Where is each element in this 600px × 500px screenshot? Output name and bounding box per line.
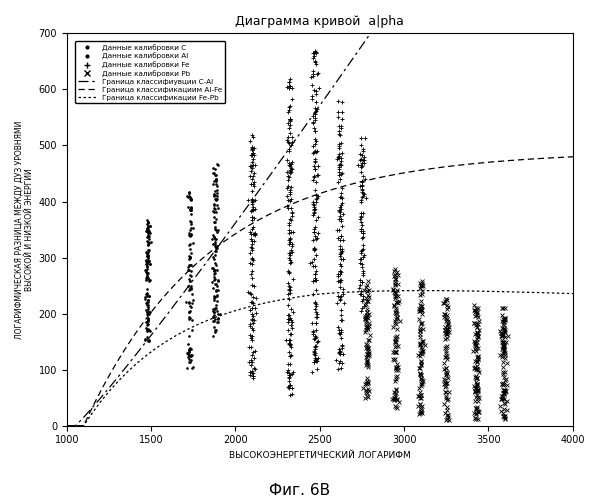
Legend: Данные калибровки C, Данные калибровки Al, Данные калибровки Fe, Данные калибров: Данные калибровки C, Данные калибровки A… <box>76 41 226 104</box>
Text: Фиг. 6В: Фиг. 6В <box>269 483 331 498</box>
X-axis label: ВЫСОКОЭНЕРГЕТИЧЕСКИЙ ЛОГАРИФМ: ВЫСОКОЭНЕРГЕТИЧЕСКИЙ ЛОГАРИФМ <box>229 451 410 460</box>
Title: Диаграмма кривой  a|pha: Диаграмма кривой a|pha <box>235 15 404 28</box>
Y-axis label: ЛОГАРИФМИЧЕСКАЯ РАЗНИЦА МЕЖДУ ДУЗ УРОВНЯМИ
ВЫСОКОЙ И НИЗКОЙ ЭНЕРГИИ: ЛОГАРИФМИЧЕСКАЯ РАЗНИЦА МЕЖДУ ДУЗ УРОВНЯ… <box>15 120 34 338</box>
